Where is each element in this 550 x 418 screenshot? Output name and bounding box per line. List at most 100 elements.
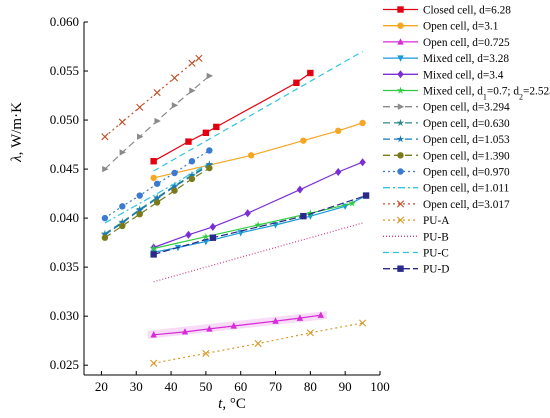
data-point <box>335 168 342 177</box>
data-point <box>153 180 161 187</box>
data-point <box>101 214 109 222</box>
data-point <box>101 133 109 141</box>
x-tick-label: 20 <box>95 379 108 394</box>
data-point <box>119 222 126 230</box>
data-point <box>209 234 217 241</box>
data-point <box>272 222 279 229</box>
legend-label: Open cell, d=3.017 <box>423 199 510 211</box>
series-group <box>104 162 210 224</box>
legend-label: Open cell, d=1.390 <box>423 150 510 162</box>
data-point <box>306 329 314 337</box>
data-point <box>136 210 143 218</box>
data-point <box>230 322 237 329</box>
legend-item: Open cell, d=1.053 <box>383 134 510 146</box>
legend-swatch-marker <box>396 135 405 143</box>
legend-label: PU-C <box>423 248 449 260</box>
data-point <box>359 119 366 127</box>
data-point <box>101 234 109 241</box>
data-point <box>300 137 307 144</box>
y-tick-label: 0.050 <box>50 112 79 127</box>
legend-swatch-marker <box>396 216 405 224</box>
data-point <box>348 199 356 207</box>
data-point <box>205 161 214 169</box>
x-tick-label: 40 <box>165 379 178 394</box>
data-point <box>170 182 179 190</box>
y-tick-label: 0.035 <box>50 259 79 274</box>
series-group <box>101 164 213 241</box>
legend-swatch-marker <box>396 200 405 208</box>
data-point <box>150 174 157 182</box>
x-axis-title: t, °C <box>218 396 246 412</box>
y-tick-label: 0.040 <box>50 210 79 225</box>
data-point <box>150 331 157 338</box>
legend-swatch-marker <box>397 6 404 13</box>
data-point <box>153 199 161 206</box>
data-point <box>171 187 178 194</box>
x-tick-label: 50 <box>199 379 212 394</box>
legend-item: PU-A <box>383 215 450 227</box>
series-group <box>150 319 367 367</box>
series-group <box>150 158 366 252</box>
legend-label: Open cell, d=0.970 <box>423 167 510 179</box>
legend-swatch-marker <box>397 152 404 159</box>
series-line <box>153 122 363 179</box>
data-point <box>202 349 210 358</box>
data-point <box>244 209 251 218</box>
y-axis-title: λ, W/m·K <box>9 102 25 163</box>
legend-label: Open cell, d=3.294 <box>423 102 510 114</box>
legend-label: PU-A <box>423 215 450 227</box>
legend-label: PU-D <box>423 264 449 276</box>
x-tick-label: 90 <box>339 379 352 394</box>
x-tick-label: 100 <box>370 379 390 394</box>
data-point <box>359 158 366 167</box>
data-point <box>206 72 214 80</box>
series-group <box>153 222 363 283</box>
data-point <box>102 165 109 173</box>
legend-label: Mixed cell, d1=0.7; d2=2.523 <box>423 86 550 102</box>
legend-item: Open cell, d=0.630 <box>383 118 510 130</box>
data-point <box>237 230 244 237</box>
data-point <box>296 314 304 321</box>
data-point <box>150 158 157 165</box>
series-group <box>153 50 363 172</box>
legend-item: Open cell, d=1.011 <box>383 183 509 195</box>
data-point <box>188 59 196 67</box>
data-point <box>188 175 196 183</box>
series-line <box>153 195 367 255</box>
series-line <box>153 50 363 172</box>
legend-swatch-marker <box>397 38 404 45</box>
data-point <box>206 164 213 172</box>
y-axis-unit: , W/m·K <box>9 102 25 155</box>
data-point <box>335 127 342 135</box>
data-point <box>317 311 324 318</box>
data-point <box>254 340 262 348</box>
data-point <box>185 138 192 145</box>
data-point <box>181 328 189 335</box>
data-point <box>209 222 217 231</box>
x-tick-label: 60 <box>234 379 247 394</box>
legend-swatch-marker <box>397 168 404 175</box>
series-group <box>101 54 203 141</box>
y-tick-label: 0.055 <box>50 63 79 78</box>
legend-item: Mixed cell, d=3.28 <box>383 53 509 65</box>
y-axis-var: λ <box>9 155 25 163</box>
legend-swatch-marker <box>396 86 405 94</box>
data-point <box>195 54 203 62</box>
data-point <box>153 89 161 97</box>
series-group <box>101 147 213 222</box>
data-point <box>296 185 304 194</box>
legend-swatch-marker <box>396 118 405 127</box>
data-point <box>136 192 143 199</box>
data-point <box>300 212 307 220</box>
data-point <box>189 87 196 94</box>
legend-item: Open cell, d=0.970 <box>383 167 510 179</box>
data-point <box>202 232 210 240</box>
y-tick-label: 0.030 <box>50 308 79 323</box>
series-line <box>104 162 210 224</box>
legend-item: PU-C <box>383 248 449 260</box>
legend-item: Open cell, d=0.725 <box>383 37 510 49</box>
legend-item: Open cell, d=3.017 <box>383 199 510 211</box>
data-point <box>101 230 109 239</box>
data-point <box>150 251 157 258</box>
x-axis-var: t <box>218 396 223 412</box>
